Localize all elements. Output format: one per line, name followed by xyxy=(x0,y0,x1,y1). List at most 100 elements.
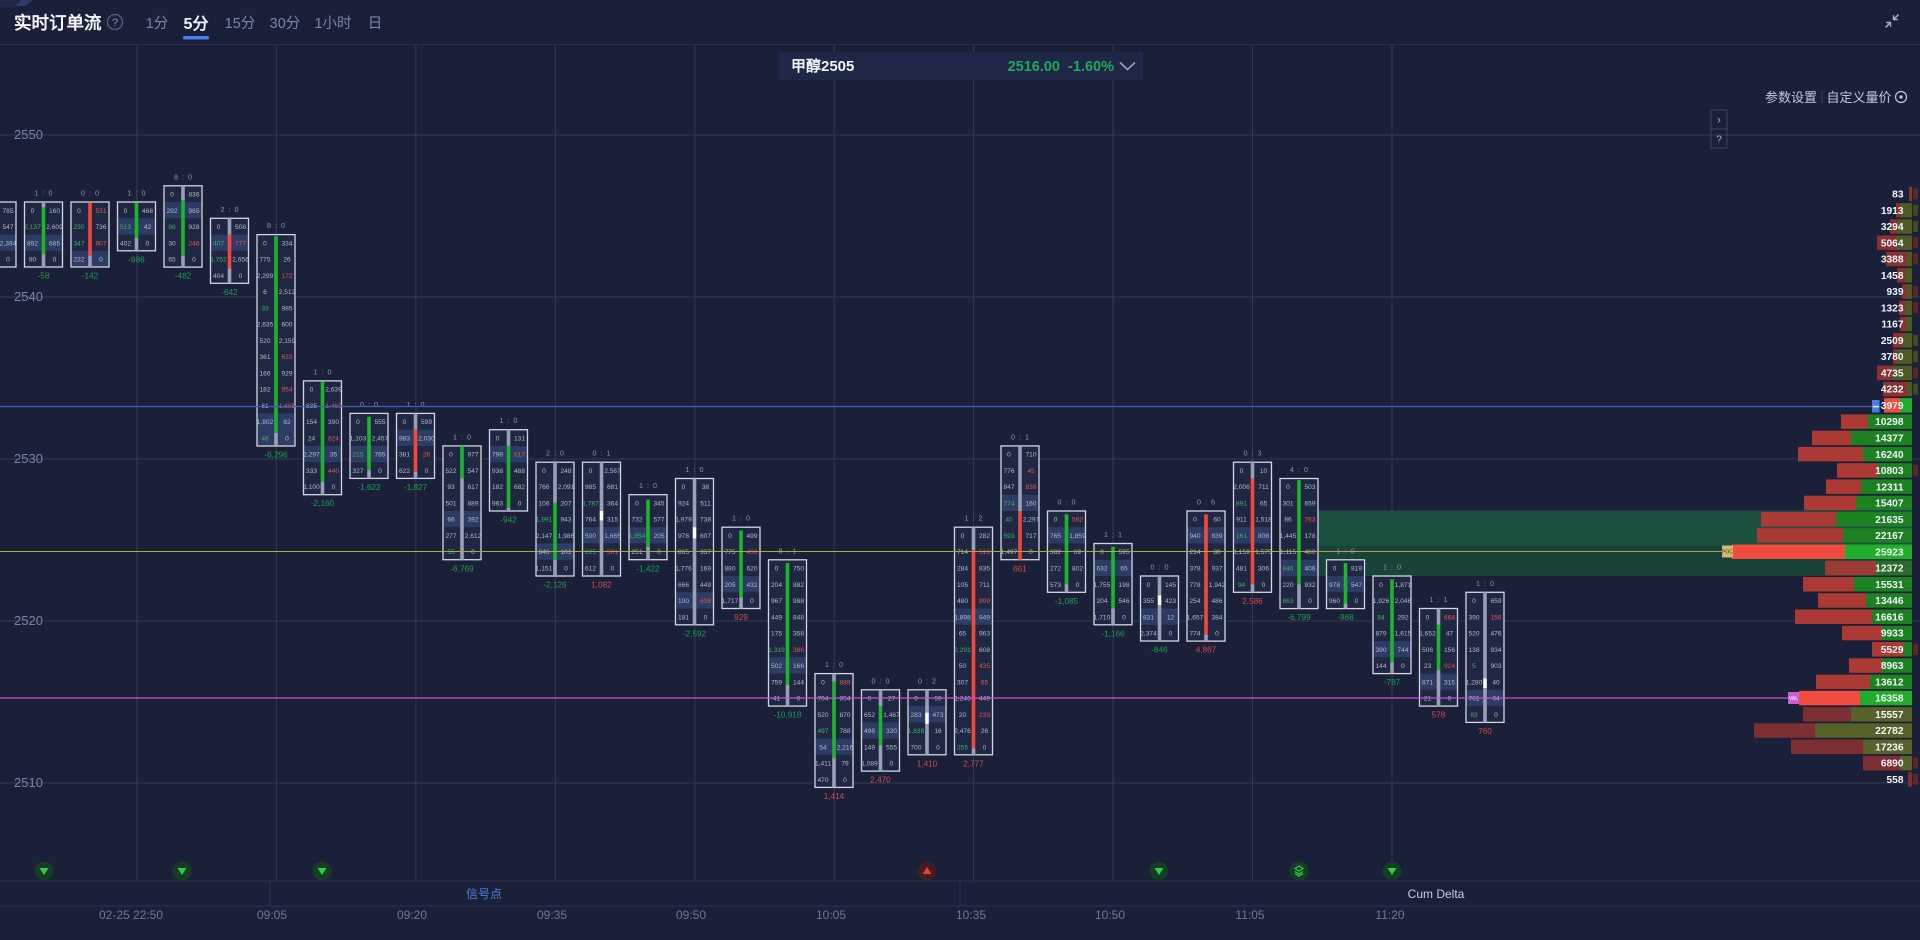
svg-text:5: 5 xyxy=(1472,663,1476,670)
svg-text:402: 402 xyxy=(120,240,131,247)
svg-text:522: 522 xyxy=(445,468,456,475)
svg-text:960: 960 xyxy=(1329,598,1340,605)
svg-text:337: 337 xyxy=(700,549,711,556)
svg-text:220: 220 xyxy=(1282,582,1293,589)
svg-text:1,151: 1,151 xyxy=(536,566,553,573)
svg-text:38: 38 xyxy=(702,484,710,491)
svg-text:8963: 8963 xyxy=(1881,661,1904,672)
svg-text:13446: 13446 xyxy=(1875,596,1904,607)
svg-text:513: 513 xyxy=(120,224,131,231)
svg-text:50: 50 xyxy=(959,663,967,670)
svg-text:16240: 16240 xyxy=(1875,450,1904,461)
svg-text:0: 0 xyxy=(914,696,918,703)
svg-text:0: 0 xyxy=(611,566,615,573)
svg-text:-142: -142 xyxy=(82,272,99,281)
svg-text:760: 760 xyxy=(1478,727,1492,736)
svg-text:1,991: 1,991 xyxy=(536,517,553,524)
svg-text:0: 0 xyxy=(657,549,661,556)
svg-text:954: 954 xyxy=(281,387,292,394)
svg-text:704: 704 xyxy=(817,696,828,703)
svg-text:1,755: 1,755 xyxy=(1094,582,1111,589)
svg-text:6890: 6890 xyxy=(1881,759,1904,770)
svg-text:11:20: 11:20 xyxy=(1375,908,1404,922)
svg-text:5529: 5529 xyxy=(1881,645,1904,656)
svg-text:547: 547 xyxy=(467,468,478,475)
svg-text:10:50: 10:50 xyxy=(1095,908,1125,922)
svg-text:0 : 0: 0 : 0 xyxy=(872,676,890,685)
svg-text:555: 555 xyxy=(886,744,897,751)
svg-text:307: 307 xyxy=(957,679,968,686)
svg-text:977: 977 xyxy=(467,452,478,459)
svg-text:937: 937 xyxy=(1211,566,1222,573)
svg-text:2,457: 2,457 xyxy=(372,435,389,442)
svg-text:577: 577 xyxy=(653,517,664,524)
svg-text:30: 30 xyxy=(168,240,176,247)
svg-text:449: 449 xyxy=(771,614,782,621)
svg-text:880: 880 xyxy=(724,566,735,573)
svg-text:55: 55 xyxy=(447,549,455,556)
svg-text:963: 963 xyxy=(979,631,990,638)
svg-text:232: 232 xyxy=(73,257,84,264)
svg-text:0: 0 xyxy=(728,533,732,540)
svg-text:17236: 17236 xyxy=(1875,742,1904,753)
svg-text:963: 963 xyxy=(492,501,503,508)
svg-text:0: 0 xyxy=(1308,598,1312,605)
svg-text:547: 547 xyxy=(1351,582,1362,589)
svg-text:284: 284 xyxy=(957,566,968,573)
svg-text:8 : 0: 8 : 0 xyxy=(174,172,192,181)
svg-text:21: 21 xyxy=(1424,696,1432,703)
svg-text:2,374: 2,374 xyxy=(1140,631,1157,638)
svg-text:1 : 0: 1 : 0 xyxy=(500,416,518,425)
svg-text:638: 638 xyxy=(700,598,711,605)
svg-text:940: 940 xyxy=(1189,533,1200,540)
svg-text:-10,918: -10,918 xyxy=(774,711,802,720)
svg-text:160: 160 xyxy=(1025,501,1036,508)
svg-text:501: 501 xyxy=(445,501,456,508)
svg-text:407: 407 xyxy=(213,240,224,247)
svg-text:497: 497 xyxy=(817,728,828,735)
svg-text:0: 0 xyxy=(1262,582,1266,589)
svg-text:09:50: 09:50 xyxy=(676,908,706,922)
svg-text:8 : 1: 8 : 1 xyxy=(779,546,797,555)
svg-text:0 : 3: 0 : 3 xyxy=(1244,449,1262,458)
svg-text:138: 138 xyxy=(1468,647,1479,654)
svg-text:62: 62 xyxy=(283,419,291,426)
svg-text:65: 65 xyxy=(1120,566,1128,573)
svg-text:390: 390 xyxy=(1375,647,1386,654)
svg-text:785: 785 xyxy=(2,208,13,215)
svg-text:26: 26 xyxy=(981,728,989,735)
svg-text:929: 929 xyxy=(734,613,748,622)
svg-text:301: 301 xyxy=(1282,501,1293,508)
svg-text:617: 617 xyxy=(514,452,525,459)
svg-text:435: 435 xyxy=(979,663,990,670)
svg-text:-1,085: -1,085 xyxy=(1055,597,1079,606)
svg-text:12372: 12372 xyxy=(1875,564,1904,575)
svg-text:69: 69 xyxy=(1074,549,1082,556)
svg-text:4 : 0: 4 : 0 xyxy=(1290,465,1308,474)
svg-text:0: 0 xyxy=(983,744,987,751)
svg-text:-787: -787 xyxy=(1384,678,1401,687)
svg-text:831: 831 xyxy=(1143,614,1154,621)
svg-text:778: 778 xyxy=(1189,582,1200,589)
svg-text:21635: 21635 xyxy=(1875,515,1904,526)
svg-text:80: 80 xyxy=(1213,549,1221,556)
svg-text:2,291: 2,291 xyxy=(954,647,971,654)
svg-text:2,159: 2,159 xyxy=(279,338,296,345)
svg-text:198: 198 xyxy=(1118,582,1129,589)
svg-text:1小时: 1小时 xyxy=(314,15,351,32)
svg-text:0: 0 xyxy=(146,240,150,247)
svg-text:131: 131 xyxy=(514,435,525,442)
svg-text:0: 0 xyxy=(704,614,708,621)
svg-text:390: 390 xyxy=(328,419,339,426)
svg-text:169: 169 xyxy=(700,566,711,573)
svg-text:315: 315 xyxy=(607,517,618,524)
svg-text:932: 932 xyxy=(1304,582,1315,589)
svg-text:0: 0 xyxy=(890,761,894,768)
svg-text:-6,799: -6,799 xyxy=(1287,613,1311,622)
svg-text:871: 871 xyxy=(1422,679,1433,686)
svg-text:508: 508 xyxy=(235,224,246,231)
svg-text:2530: 2530 xyxy=(14,451,43,466)
svg-text:936: 936 xyxy=(492,468,503,475)
svg-text:330: 330 xyxy=(886,728,897,735)
svg-text:16616: 16616 xyxy=(1875,612,1904,623)
